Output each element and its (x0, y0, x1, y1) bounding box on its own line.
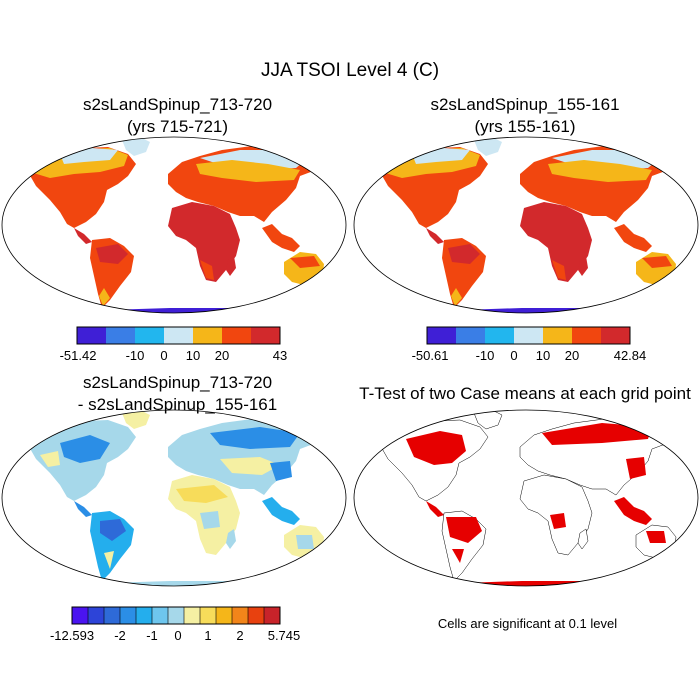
map-diff (1, 409, 347, 587)
panel3-title: s2sLandSpinup_713-720 - s2sLandSpinup_15… (0, 372, 355, 416)
colorbar-diff: -12.593 -2 -1 0 1 2 5.745 (50, 606, 301, 643)
panel2-title-line1: s2sLandSpinup_155-161 (430, 95, 620, 114)
significance-note: Cells are significant at 0.1 level (437, 616, 618, 631)
colorbar-case1-swatches (76, 326, 281, 345)
panel4-title: T-Test of two Case means at each grid po… (350, 383, 700, 405)
cb2-swatch-3 (485, 327, 514, 344)
cb2-swatch-4 (514, 327, 543, 344)
cb1-label-3: 0 (160, 348, 167, 363)
map-case1 (1, 136, 347, 314)
cb1-swatch-4 (164, 327, 193, 344)
cb3-swatch-4 (120, 607, 136, 624)
sig-na (406, 431, 466, 465)
cb1-label-2: -10 (126, 348, 145, 363)
cb1-label-6: 43 (273, 348, 287, 363)
colorbar-case2: -50.61 -10 0 10 20 42.84 (412, 326, 647, 363)
cb3-label-4: 0 (174, 628, 181, 643)
panel3-title-line1: s2sLandSpinup_713-720 (82, 373, 273, 392)
cb2-label-6: 42.84 (614, 348, 647, 363)
map-ttest (353, 409, 699, 587)
cb2-swatch-6 (572, 327, 601, 344)
panel3-title-line2: - s2sLandSpinup_155-161 (77, 395, 278, 414)
cb3-label-2: -2 (114, 628, 126, 643)
panel2-title: s2sLandSpinup_155-161 (yrs 155-161) (350, 94, 700, 138)
cb2-label-4: 10 (536, 348, 550, 363)
cb1-swatch-6 (222, 327, 251, 344)
map-case2 (353, 136, 699, 314)
cb3-swatch-12 (248, 607, 264, 624)
panel4-title-line1: T-Test of two Case means at each grid po… (359, 384, 691, 403)
colorbar-case1: -51.42 -10 0 10 20 43 (60, 326, 287, 363)
cb3-label-5: 1 (204, 628, 211, 643)
cb1-swatch-2 (106, 327, 135, 344)
panel1-title-line1: s2sLandSpinup_713-720 (82, 95, 273, 114)
cb3-label-1: -12.593 (50, 628, 94, 643)
cb3-swatch-13 (264, 607, 280, 624)
cb2-label-1: -50.61 (412, 348, 449, 363)
cb2-swatch-5 (543, 327, 572, 344)
cb1-swatch-3 (135, 327, 164, 344)
panel1-title-line2: (yrs 715-721) (126, 117, 229, 136)
cb3-label-3: -1 (146, 628, 158, 643)
cb2-label-2: -10 (476, 348, 495, 363)
cb3-swatch-2 (88, 607, 104, 624)
cb2-swatch-2 (456, 327, 485, 344)
cb1-label-1: -51.42 (60, 348, 97, 363)
cb3-label-7: 5.745 (268, 628, 301, 643)
cb3-swatch-5 (136, 607, 152, 624)
cb1-swatch-1 (77, 327, 106, 344)
cb3-swatch-3 (104, 607, 120, 624)
cb2-label-3: 0 (510, 348, 517, 363)
panel1-title: s2sLandSpinup_713-720 (yrs 715-721) (0, 94, 355, 138)
cb1-label-5: 20 (215, 348, 229, 363)
figure-title: JJA TSOI Level 4 (C) (260, 60, 440, 81)
cb3-swatch-8 (184, 607, 200, 624)
panel2-title-line2: (yrs 155-161) (474, 117, 576, 136)
cb3-swatch-11 (232, 607, 248, 624)
cb2-swatch-7 (601, 327, 630, 344)
cb3-swatch-7 (168, 607, 184, 624)
cb1-swatch-7 (251, 327, 280, 344)
cb2-label-5: 20 (565, 348, 579, 363)
cb3-label-6: 2 (236, 628, 243, 643)
cb3-swatch-1 (72, 607, 88, 624)
cb3-swatch-6 (152, 607, 168, 624)
cb3-swatch-9 (200, 607, 216, 624)
cb3-swatch-10 (216, 607, 232, 624)
cb2-swatch-1 (427, 327, 456, 344)
cb1-swatch-5 (193, 327, 222, 344)
cb1-label-4: 10 (186, 348, 200, 363)
